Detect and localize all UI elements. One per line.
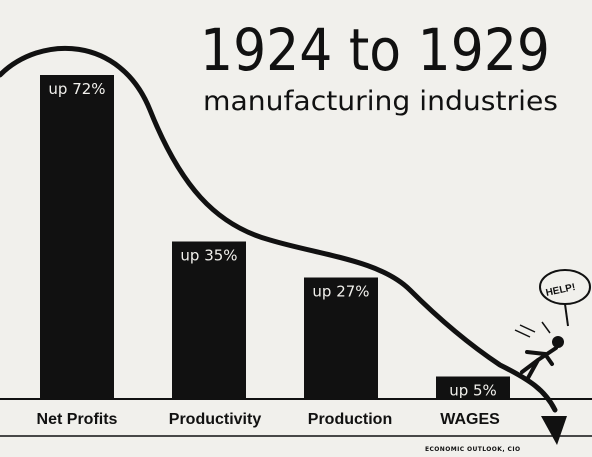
chart-title: 1924 to 1929 [200, 16, 550, 84]
category-label: Net Profits [37, 411, 118, 428]
falling-man-head [552, 336, 564, 348]
bar-productivity [172, 241, 246, 399]
credit-text: ECONOMIC OUTLOOK, CIO [425, 446, 520, 453]
trend-curve [0, 45, 558, 413]
speech-bubble-tail [564, 303, 569, 327]
category-label: WAGES [440, 411, 500, 428]
data-label: up 35% [180, 247, 237, 265]
bar-net-profits [40, 75, 114, 399]
falling-man-body [520, 346, 558, 380]
bar-labels-group: up 72% up 35% up 27% up 5% [48, 80, 496, 400]
category-label: Production [308, 411, 392, 428]
bars-group [40, 75, 510, 399]
category-label: Productivity [169, 411, 262, 428]
chart-subtitle: manufacturing industries [203, 86, 558, 117]
bar-wages [436, 376, 510, 399]
motion-lines [514, 321, 551, 338]
data-label: up 27% [312, 283, 369, 301]
trend-arrowhead [541, 416, 567, 445]
chart-title-group: 1924 to 1929 manufacturing industries [200, 16, 558, 117]
help-figure: HELP! [514, 269, 591, 380]
category-labels-group: Net Profits Productivity Production WAGES [37, 411, 501, 428]
data-label: up 5% [449, 382, 497, 400]
data-label: up 72% [48, 80, 105, 98]
bar-production [304, 277, 378, 399]
